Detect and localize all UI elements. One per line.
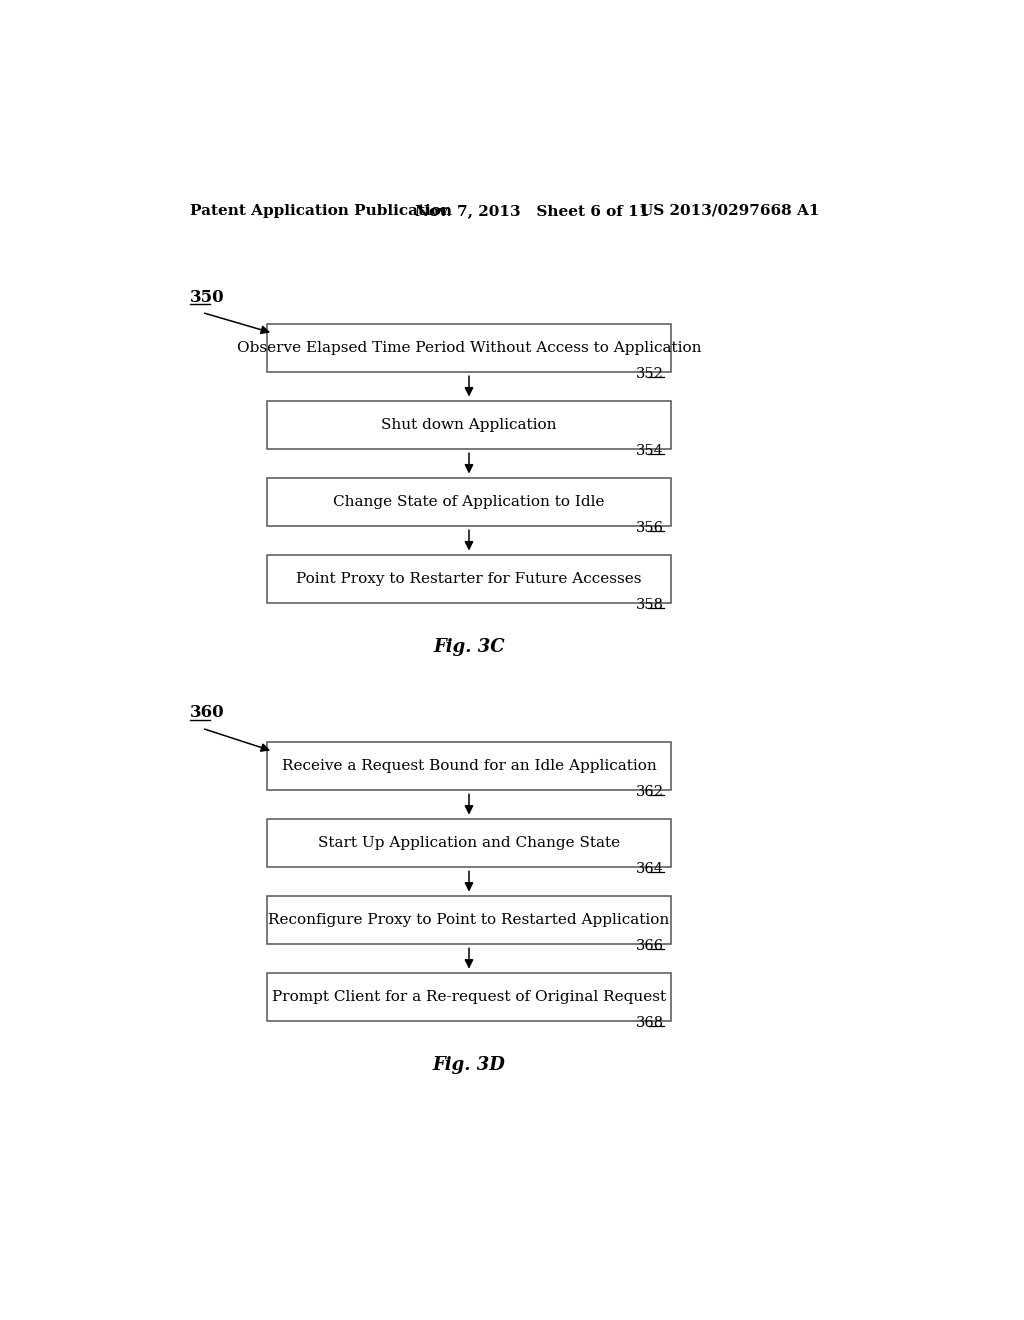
Bar xyxy=(266,818,672,867)
Text: 356: 356 xyxy=(636,521,664,535)
Text: Patent Application Publication: Patent Application Publication xyxy=(190,203,452,218)
Text: Receive a Request Bound for an Idle Application: Receive a Request Bound for an Idle Appl… xyxy=(282,759,656,774)
Text: 350: 350 xyxy=(190,289,224,305)
Text: 366: 366 xyxy=(636,940,664,953)
Text: Fig. 3C: Fig. 3C xyxy=(433,639,505,656)
Text: 354: 354 xyxy=(636,444,664,458)
Text: Nov. 7, 2013   Sheet 6 of 11: Nov. 7, 2013 Sheet 6 of 11 xyxy=(415,203,649,218)
Text: Shut down Application: Shut down Application xyxy=(381,418,557,432)
Text: US 2013/0297668 A1: US 2013/0297668 A1 xyxy=(640,203,819,218)
Text: Reconfigure Proxy to Point to Restarted Application: Reconfigure Proxy to Point to Restarted … xyxy=(268,913,670,927)
Bar xyxy=(266,742,672,789)
Bar xyxy=(266,554,672,603)
Text: 352: 352 xyxy=(636,367,664,381)
Text: 360: 360 xyxy=(190,705,224,721)
Bar xyxy=(266,323,672,372)
Text: Observe Elapsed Time Period Without Access to Application: Observe Elapsed Time Period Without Acce… xyxy=(237,341,701,355)
Text: Fig. 3D: Fig. 3D xyxy=(432,1056,506,1074)
Text: Prompt Client for a Re-request of Original Request: Prompt Client for a Re-request of Origin… xyxy=(272,990,666,1005)
Bar xyxy=(266,478,672,525)
Text: 362: 362 xyxy=(636,785,664,799)
Text: 368: 368 xyxy=(636,1016,664,1030)
Text: 364: 364 xyxy=(636,862,664,876)
Bar xyxy=(266,896,672,944)
Bar xyxy=(266,973,672,1020)
Text: 358: 358 xyxy=(636,598,664,612)
Text: Start Up Application and Change State: Start Up Application and Change State xyxy=(317,836,621,850)
Bar xyxy=(266,401,672,449)
Text: Point Proxy to Restarter for Future Accesses: Point Proxy to Restarter for Future Acce… xyxy=(296,572,642,586)
Text: Change State of Application to Idle: Change State of Application to Idle xyxy=(333,495,605,508)
